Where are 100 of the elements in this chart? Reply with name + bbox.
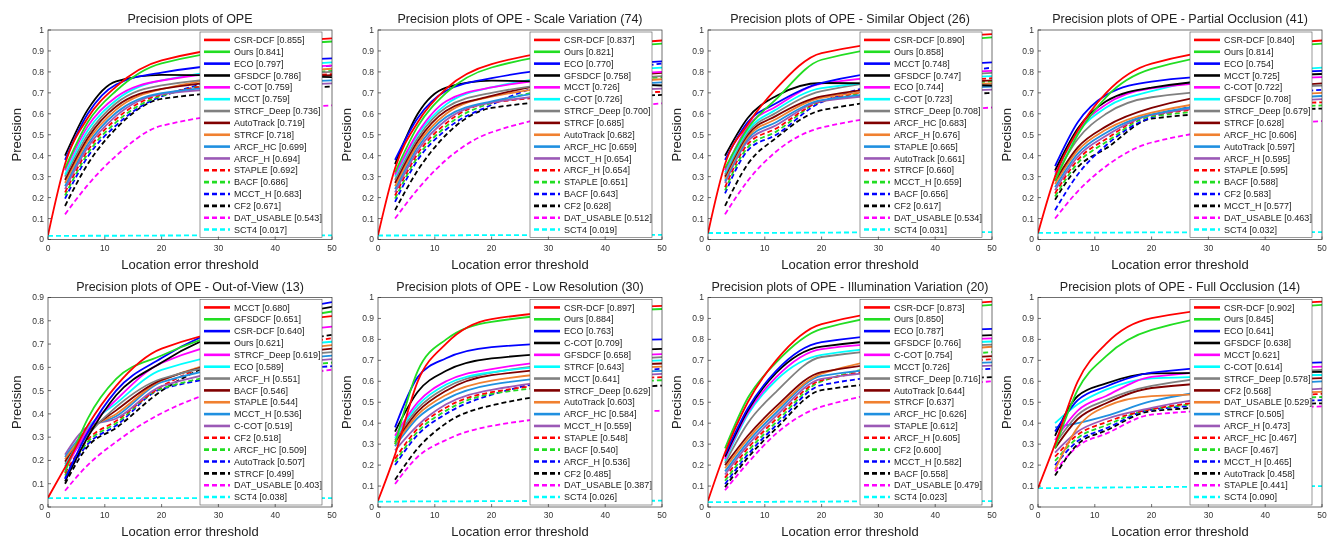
legend-label: STRCF [0.643]: [564, 361, 625, 372]
chart-title: Precision plots of OPE: [127, 12, 253, 26]
y-tick-label: 1: [1029, 24, 1035, 35]
x-tick-label: 20: [1146, 510, 1157, 520]
x-tick-label: 10: [1090, 510, 1100, 520]
chart-title: Precision plots of OPE - Similar Object (26): [730, 12, 970, 26]
x-tick-label: 30: [1203, 242, 1214, 253]
y-tick-label: 0.5: [692, 129, 705, 140]
y-tick-label: 0.9: [32, 45, 45, 56]
legend-label: SCT4 [0.031]: [894, 224, 948, 235]
legend-label: C-COT [0.723]: [894, 94, 953, 105]
y-tick-label: 0.5: [692, 397, 705, 408]
y-tick-label: 0.3: [692, 171, 705, 182]
y-tick-label: 0.9: [362, 313, 375, 324]
legend-label: AutoTrack [0.603]: [564, 397, 635, 408]
legend-label: MCCT_H [0.659]: [894, 177, 962, 188]
y-tick-label: 0.7: [692, 355, 705, 366]
chart-title: Precision plots of OPE - Partial Occlusion (41): [1052, 12, 1308, 26]
legend-label: STAPLE [0.692]: [234, 165, 298, 176]
x-tick-label: 10: [100, 510, 110, 520]
x-tick-label: 30: [1203, 510, 1214, 520]
legend-label: STRCF_Deep [0.700]: [564, 106, 651, 117]
legend-label: STRCF [0.499]: [234, 468, 295, 479]
legend-label: STRCF [0.685]: [564, 118, 625, 129]
legend-label: ARCF_H [0.694]: [234, 153, 301, 164]
y-axis-title: Precision: [999, 108, 1014, 162]
y-axis-title: Precision: [339, 375, 354, 429]
y-tick-label: 0.9: [1022, 45, 1035, 56]
legend-label: ARCF_H [0.595]: [1224, 153, 1291, 164]
y-tick-label: 0: [1029, 234, 1035, 245]
y-tick-label: 0.8: [1022, 66, 1035, 77]
chart-title: Precision plots of OPE - Scale Variation (74): [397, 12, 643, 26]
legend-label: GFSDCF [0.651]: [234, 314, 302, 325]
legend-label: CF2 [0.485]: [564, 468, 612, 479]
legend-label: ECO [0.787]: [894, 326, 944, 337]
y-tick-label: 0.3: [32, 432, 45, 443]
x-tick-label: 50: [987, 242, 997, 253]
x-tick-label: 30: [543, 242, 554, 253]
legend-label: STRCF_Deep [0.619]: [234, 349, 321, 360]
legend-label: MCCT [0.680]: [234, 302, 290, 313]
legend-label: SCT4 [0.019]: [564, 224, 618, 235]
legend-label: MCCT_H [0.536]: [234, 409, 302, 420]
legend-label: STRCF [0.505]: [1224, 409, 1285, 420]
x-tick-label: 20: [156, 242, 167, 253]
y-tick-label: 0.6: [692, 108, 705, 119]
y-tick-label: 0: [39, 501, 45, 512]
legend-label: STRCF_Deep [0.679]: [1224, 106, 1311, 117]
legend-label: MCCT_H [0.577]: [1224, 201, 1292, 212]
legend-label: ARCF_H [0.676]: [894, 129, 961, 140]
legend-label: AutoTrack [0.682]: [564, 129, 635, 140]
y-tick-label: 0.7: [1022, 87, 1035, 98]
legend-label: CSR-DCF [0.873]: [894, 302, 965, 313]
x-tick-label: 50: [987, 510, 997, 520]
y-tick-label: 0.2: [362, 460, 375, 471]
legend-label: ARCF_HC [0.626]: [894, 409, 967, 420]
y-tick-label: 0.7: [692, 87, 705, 98]
y-tick-label: 0.2: [692, 192, 705, 203]
y-tick-label: 0.3: [362, 171, 375, 182]
x-tick-label: 30: [873, 242, 884, 253]
legend-label: MCCT [0.641]: [564, 373, 620, 384]
legend-label: ARCF_HC [0.606]: [1224, 129, 1297, 140]
y-tick-label: 0.1: [32, 478, 45, 489]
y-tick-label: 1: [39, 24, 45, 35]
legend-label: Ours [0.621]: [234, 338, 284, 349]
x-axis-title: Location error threshold: [1111, 256, 1249, 272]
x-tick-label: 10: [1090, 242, 1100, 253]
y-tick-label: 0.3: [692, 439, 705, 450]
legend-label: BACF [0.588]: [1224, 177, 1279, 188]
y-tick-label: 0.7: [362, 87, 375, 98]
x-tick-label: 40: [270, 242, 281, 253]
legend-label: CF2 [0.568]: [1224, 385, 1272, 396]
y-tick-label: 0.6: [362, 108, 375, 119]
x-tick-label: 40: [270, 510, 281, 520]
y-axis-title: Precision: [669, 375, 684, 429]
y-tick-label: 0.3: [1022, 171, 1035, 182]
legend-label: STAPLE [0.651]: [564, 177, 628, 188]
legend-label: ARCF_HC [0.509]: [234, 444, 307, 455]
y-tick-label: 0.4: [362, 418, 375, 429]
legend-label: ARCF_H [0.654]: [564, 165, 631, 176]
y-axis-title: Precision: [999, 375, 1014, 429]
legend-label: SCT4 [0.090]: [1224, 492, 1278, 503]
legend-label: CF2 [0.617]: [894, 201, 942, 212]
legend-label: BACF [0.686]: [234, 177, 289, 188]
legend-label: C-COT [0.722]: [1224, 82, 1283, 93]
y-tick-label: 0.4: [362, 150, 375, 161]
legend-label: C-COT [0.519]: [234, 421, 293, 432]
y-tick-label: 0.4: [692, 418, 705, 429]
legend-label: ARCF_H [0.473]: [1224, 421, 1291, 432]
y-tick-label: 0.9: [692, 313, 705, 324]
x-axis-title: Location error threshold: [451, 524, 589, 539]
legend-label: SCT4 [0.026]: [564, 492, 618, 503]
legend-label: DAT_USABLE [0.529]: [1224, 397, 1312, 408]
legend-label: GFSDCF [0.708]: [1224, 94, 1292, 105]
y-tick-label: 1: [699, 24, 705, 35]
legend-label: STRCF [0.637]: [894, 397, 955, 408]
legend-label: C-COT [0.614]: [1224, 361, 1283, 372]
y-tick-label: 0: [699, 501, 705, 512]
x-axis-title: Location error threshold: [1111, 524, 1249, 539]
legend-label: ECO [0.763]: [564, 326, 614, 337]
legend-label: STRCF [0.628]: [1224, 118, 1285, 129]
